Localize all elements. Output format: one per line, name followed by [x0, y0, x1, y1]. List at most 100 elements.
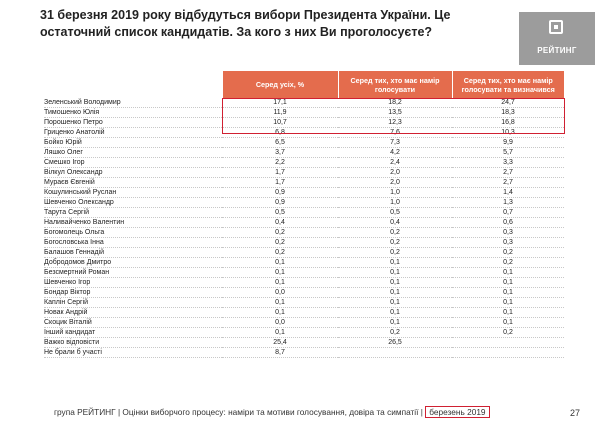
value-cell: 0,1	[338, 317, 452, 328]
highlight-frame-top-three	[222, 98, 565, 134]
candidate-name: Не брали б участі	[44, 347, 222, 358]
candidate-name: Порошенко Петро	[44, 117, 222, 128]
candidate-name: Скоцик Віталій	[44, 317, 222, 328]
table-row: Не брали б участі 8,7	[44, 347, 564, 358]
candidate-name: Тимошенко Юлія	[44, 107, 222, 118]
candidate-name: Богомолець Ольга	[44, 227, 222, 238]
footer-date: березень 2019	[425, 406, 490, 418]
value-cell: 0,2	[222, 227, 338, 238]
value-cell: 0,2	[338, 327, 452, 338]
table-row: Балашов Геннадій 0,2 0,2 0,2	[44, 247, 564, 258]
value-cell: 0,5	[338, 207, 452, 218]
table-row: Порошенко Петро 10,7 12,3 16,8	[44, 117, 564, 128]
value-cell: 0,1	[338, 297, 452, 308]
value-cell: 5,7	[452, 147, 564, 158]
value-cell: 1,7	[222, 167, 338, 178]
value-cell: 11,9	[222, 107, 338, 118]
value-cell: 0,4	[338, 217, 452, 228]
value-cell: 0,1	[222, 267, 338, 278]
table-row: Тимошенко Юлія 11,9 13,5 18,3	[44, 107, 564, 118]
table-row: Мураєв Євгеній 1,7 2,0 2,7	[44, 177, 564, 188]
candidate-name: Богословська Інна	[44, 237, 222, 248]
candidate-name: Бондар Віктор	[44, 287, 222, 298]
value-cell: 0,2	[338, 247, 452, 258]
value-cell: 0,1	[222, 297, 338, 308]
table-row: Шевченко Ігор 0,1 0,1 0,1	[44, 277, 564, 288]
value-cell: 0,0	[222, 287, 338, 298]
table-row: Добродомов Дмитро 0,1 0,1 0,2	[44, 257, 564, 268]
value-cell: 18,3	[452, 107, 564, 118]
table-body: Зеленський Володимир 17,1 18,2 24,7 Тимошенк…	[44, 98, 564, 358]
candidate-name: Бойко Юрій	[44, 137, 222, 148]
page-title: 31 березня 2019 року відбудуться вибори …	[40, 8, 451, 39]
value-cell: 0,0	[222, 317, 338, 328]
value-cell: 0,3	[452, 237, 564, 248]
logo-text: РЕЙТИНГ	[537, 46, 577, 55]
table-row: Інший кандидат 0,1 0,2 0,2	[44, 327, 564, 338]
value-cell: 0,2	[452, 327, 564, 338]
candidate-name: Каплін Сергій	[44, 297, 222, 308]
candidate-name: Шевченко Ігор	[44, 277, 222, 288]
value-cell: 0,2	[222, 237, 338, 248]
value-cell	[452, 337, 564, 348]
candidate-name: Кошулинський Руслан	[44, 187, 222, 198]
table-row: Богомолець Ольга 0,2 0,2 0,3	[44, 227, 564, 238]
value-cell: 6,5	[222, 137, 338, 148]
value-cell: 25,4	[222, 337, 338, 348]
rating-logo: РЕЙТИНГ	[519, 12, 595, 65]
value-cell: 8,7	[222, 347, 338, 358]
value-cell: 13,5	[338, 107, 452, 118]
candidate-name: Тарута Сергій	[44, 207, 222, 218]
value-cell: 4,2	[338, 147, 452, 158]
value-cell: 0,2	[338, 227, 452, 238]
value-cell: 7,3	[338, 137, 452, 148]
candidate-name: Гриценко Анатолій	[44, 127, 222, 138]
value-cell: 2,0	[338, 167, 452, 178]
column-header: Серед усіх, %	[221, 71, 338, 98]
candidate-name: Ляшко Олег	[44, 147, 222, 158]
value-cell: 0,1	[452, 277, 564, 288]
value-cell: 2,2	[222, 157, 338, 168]
table-row: Безсмертний Роман 0,1 0,1 0,1	[44, 267, 564, 278]
value-cell: 0,2	[452, 257, 564, 268]
table-row: Вілкул Олександр 1,7 2,0 2,7	[44, 167, 564, 178]
value-cell: 12,3	[338, 117, 452, 128]
value-cell: 2,7	[452, 167, 564, 178]
table-row: Скоцик Віталій 0,0 0,1 0,1	[44, 317, 564, 328]
rating-logo-icon	[549, 20, 563, 34]
value-cell: 0,1	[338, 287, 452, 298]
value-cell: 24,7	[452, 98, 564, 108]
header-blank-cell	[44, 71, 222, 98]
table-row: Бойко Юрій 6,5 7,3 9,9	[44, 137, 564, 148]
candidate-name: Важко відповісти	[44, 337, 222, 348]
value-cell: 0,3	[452, 227, 564, 238]
value-cell: 0,1	[338, 277, 452, 288]
value-cell: 1,0	[338, 187, 452, 198]
value-cell: 1,4	[452, 187, 564, 198]
candidate-name: Зеленський Володимир	[44, 98, 222, 108]
page-number: 27	[570, 408, 581, 418]
candidate-name: Новак Андрій	[44, 307, 222, 318]
value-cell: 0,1	[452, 307, 564, 318]
table-row: Богословська Інна 0,2 0,2 0,3	[44, 237, 564, 248]
value-cell: 2,0	[338, 177, 452, 188]
footer-text: група РЕЙТИНГ | Оцінки виборчого процесу…	[54, 407, 423, 417]
value-cell: 3,7	[222, 147, 338, 158]
value-cell: 0,7	[452, 207, 564, 218]
table-header-row: Серед усіх, % Серед тих, хто має намір г…	[44, 71, 564, 98]
table-row: Каплін Сергій 0,1 0,1 0,1	[44, 297, 564, 308]
value-cell: 1,0	[338, 197, 452, 208]
table-row: Кошулинський Руслан 0,9 1,0 1,4	[44, 187, 564, 198]
value-cell: 0,1	[222, 257, 338, 268]
table-row: Новак Андрій 0,1 0,1 0,1	[44, 307, 564, 318]
candidate-name: Шевченко Олександр	[44, 197, 222, 208]
results-table: Серед усіх, % Серед тих, хто має намір г…	[44, 71, 564, 358]
value-cell: 0,5	[222, 207, 338, 218]
footer: група РЕЙТИНГ | Оцінки виборчого процесу…	[54, 406, 490, 418]
value-cell: 0,9	[222, 197, 338, 208]
value-cell: 2,4	[338, 157, 452, 168]
table-row: Зеленський Володимир 17,1 18,2 24,7	[44, 98, 564, 108]
table-row: Тарута Сергій 0,5 0,5 0,7	[44, 207, 564, 218]
candidate-name: Безсмертний Роман	[44, 267, 222, 278]
column-header: Серед тих, хто має намір голосувати	[337, 71, 452, 98]
